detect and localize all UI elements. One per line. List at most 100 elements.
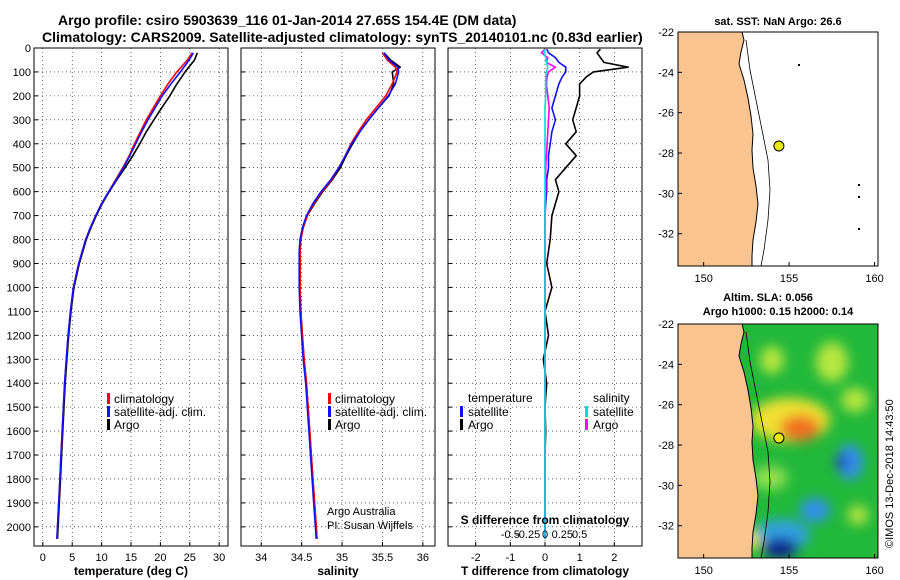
figure-title-line1: Argo profile: csiro 5903639_116 01-Jan-2… bbox=[58, 12, 516, 28]
temperature-tick-label: 15 bbox=[125, 552, 137, 564]
island-marker bbox=[858, 196, 860, 198]
sla-map-tick-labels: -22 -24 -26 -28 -30 -32 150 155 160 bbox=[658, 319, 884, 577]
legend-climatology-swatch bbox=[328, 393, 331, 404]
t-difference-tick-label: 0 bbox=[542, 552, 548, 564]
credit-line2: PI: Susan Wijffels bbox=[327, 520, 413, 532]
sst-map-title: sat. SST: NaN Argo: 26.6 bbox=[714, 16, 841, 28]
map-lon-tick-label: 160 bbox=[865, 273, 883, 285]
sla-blob bbox=[848, 505, 868, 525]
sla-blob bbox=[762, 538, 798, 558]
map-lat-tick-label: -26 bbox=[658, 108, 674, 120]
series-line-s-argo-diff bbox=[540, 48, 557, 539]
depth-tick-label: 600 bbox=[13, 187, 31, 199]
t-difference-tick-label: -1 bbox=[505, 552, 515, 564]
sla-blob bbox=[760, 346, 784, 374]
depth-tick-label: 800 bbox=[13, 235, 31, 247]
depth-tick-label: 700 bbox=[13, 211, 31, 223]
depth-tick-label: 100 bbox=[13, 67, 31, 79]
sla-blob bbox=[800, 498, 830, 522]
depth-tick-label: 400 bbox=[13, 139, 31, 151]
salinity-axes-box bbox=[240, 47, 436, 547]
series-line-climatology bbox=[299, 52, 398, 539]
legend-s-satellite-label: satellite bbox=[593, 405, 634, 419]
sla-blob bbox=[780, 415, 820, 441]
temperature-tick-label: 25 bbox=[184, 552, 196, 564]
legend-t-argo-swatch bbox=[460, 419, 463, 430]
depth-tick-label: 1400 bbox=[7, 378, 31, 390]
depth-tick-label: 500 bbox=[13, 163, 31, 175]
australia-coastline bbox=[677, 31, 759, 267]
isobath-contour bbox=[745, 39, 771, 267]
t-difference-tick-label: 2 bbox=[611, 552, 617, 564]
s-difference-tick-labels: -0.5-0.25 0 0.250.5 bbox=[501, 529, 587, 541]
legend-argo-label: Argo bbox=[114, 418, 140, 432]
depth-tick-label: 200 bbox=[13, 91, 31, 103]
s-difference-tick-label: 0.25 bbox=[552, 529, 573, 541]
salinity-tick-label: 36 bbox=[417, 552, 429, 564]
salinity-legend: climatology satellite-adj. clim. Argo bbox=[328, 392, 427, 432]
legend-t-argo-label: Argo bbox=[468, 418, 494, 432]
s-difference-tick-label: 0.5 bbox=[572, 529, 587, 541]
legend-climatology-label: climatology bbox=[114, 392, 174, 406]
figure-title-line2: Climatology: CARS2009. Satellite-adjuste… bbox=[42, 29, 643, 45]
t-difference-tick-label: -2 bbox=[471, 552, 481, 564]
depth-tick-label: 900 bbox=[13, 258, 31, 270]
australia-coastline bbox=[678, 324, 759, 558]
salinity-tick-labels: 34 34.5 35 35.5 36 bbox=[255, 552, 429, 564]
sla-map: Altim. SLA: 0.056 Argo h1000: 0.15 h2000… bbox=[658, 292, 884, 577]
s-difference-tick-label: 0 bbox=[542, 529, 548, 541]
sst-map: sat. SST: NaN Argo: 26.6 -22 -24 -26 -28 -30… bbox=[658, 16, 884, 285]
argo-float-position bbox=[773, 140, 785, 152]
map-lat-tick-label: -30 bbox=[658, 188, 674, 200]
map-lat-tick-label: -22 bbox=[658, 27, 674, 39]
map-lat-tick-label: -28 bbox=[658, 440, 674, 452]
depth-tick-label: 1200 bbox=[7, 330, 31, 342]
temperature-axes-box bbox=[33, 47, 229, 547]
map-lat-tick-label: -28 bbox=[658, 148, 674, 160]
series-line-s-satellite-diff bbox=[543, 49, 549, 539]
map-lat-tick-label: -24 bbox=[658, 67, 674, 79]
island-marker bbox=[858, 184, 860, 186]
map-lat-tick-label: -32 bbox=[658, 229, 674, 241]
salinity-series bbox=[298, 52, 402, 539]
legend-t-satellite-label: satellite bbox=[468, 405, 509, 419]
temperature-tick-labels: 0 5 10 15 20 25 30 bbox=[40, 552, 226, 564]
legend-satellite-swatch bbox=[328, 406, 331, 417]
legend-climatology-swatch bbox=[107, 393, 110, 404]
map-lon-tick-label: 160 bbox=[865, 565, 883, 577]
depth-tick-label: 1600 bbox=[7, 426, 31, 438]
difference-legend: temperature satellite Argo salinity sate… bbox=[460, 391, 634, 432]
legend-satellite-label: satellite-adj. clim. bbox=[114, 405, 206, 419]
map-lon-tick-label: 150 bbox=[694, 273, 712, 285]
depth-tick-label: 1800 bbox=[7, 474, 31, 486]
legend-salinity-title: salinity bbox=[593, 391, 630, 405]
salinity-panel: 34 34.5 35 35.5 36 salinity climatology sate… bbox=[240, 47, 436, 578]
depth-tick-label: 2000 bbox=[7, 522, 31, 534]
depth-tick-label: 1700 bbox=[7, 450, 31, 462]
sla-field bbox=[678, 324, 878, 558]
temperature-legend: climatology satellite-adj. clim. Argo bbox=[107, 392, 206, 432]
salinity-xlabel: salinity bbox=[317, 564, 359, 578]
sst-map-frame bbox=[677, 31, 879, 267]
temperature-tick-label: 10 bbox=[95, 552, 107, 564]
depth-tick-label: 300 bbox=[13, 115, 31, 127]
salinity-tick-label: 35 bbox=[336, 552, 348, 564]
sla-blob bbox=[837, 444, 863, 480]
temperature-xlabel: temperature (deg C) bbox=[74, 564, 188, 578]
sla-map-frame bbox=[677, 323, 879, 559]
map-lat-tick-label: -26 bbox=[658, 400, 674, 412]
isobath-contour bbox=[745, 331, 771, 558]
s-difference-tick-label: -0.25 bbox=[515, 529, 540, 541]
series-line-argo bbox=[299, 52, 402, 539]
temperature-tick-label: 5 bbox=[69, 552, 75, 564]
salinity-grid bbox=[241, 47, 435, 546]
difference-axes-box bbox=[447, 47, 643, 547]
credit-line1: Argo Australia bbox=[327, 506, 396, 518]
legend-satellite-label: satellite-adj. clim. bbox=[335, 405, 427, 419]
series-line-climatology bbox=[56, 52, 193, 539]
map-lon-tick-label: 155 bbox=[780, 273, 798, 285]
sla-blob bbox=[836, 454, 848, 470]
salinity-tick-label: 34 bbox=[255, 552, 267, 564]
s-difference-tick-label: -0.5 bbox=[501, 529, 520, 541]
